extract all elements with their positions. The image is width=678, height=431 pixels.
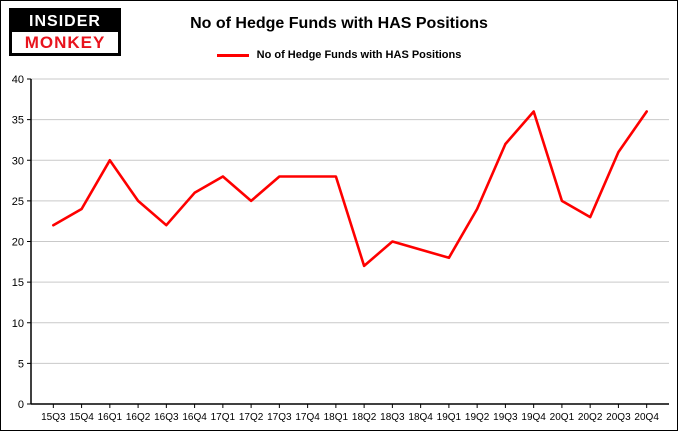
line-chart-svg: 0 5 10 15 20 25 30 35 40 15Q3 15Q4 16Q1 16Q2 16Q3 16Q4… — [12, 74, 669, 423]
line-chart: 0 5 10 15 20 25 30 35 40 15Q3 15Q4 16Q1 16Q2 16Q3 16Q4… — [1, 73, 677, 430]
svg-text:25: 25 — [12, 196, 24, 208]
svg-text:16Q3: 16Q3 — [154, 412, 179, 423]
chart-legend: No of Hedge Funds with HAS Positions — [1, 49, 677, 61]
svg-text:16Q4: 16Q4 — [182, 412, 207, 423]
legend-label: No of Hedge Funds with HAS Positions — [256, 49, 462, 61]
svg-text:17Q1: 17Q1 — [211, 412, 236, 423]
y-axis-labels: 0 5 10 15 20 25 30 35 40 — [12, 74, 24, 411]
svg-text:40: 40 — [12, 74, 24, 86]
axes — [30, 79, 669, 405]
svg-text:15Q3: 15Q3 — [41, 412, 66, 423]
svg-text:20Q3: 20Q3 — [606, 412, 631, 423]
svg-text:15Q4: 15Q4 — [69, 412, 94, 423]
svg-text:15: 15 — [12, 277, 24, 289]
svg-text:19Q1: 19Q1 — [437, 412, 462, 423]
svg-text:20Q2: 20Q2 — [578, 412, 603, 423]
svg-text:20Q1: 20Q1 — [550, 412, 575, 423]
svg-text:5: 5 — [18, 358, 24, 370]
logo-line-insider: INSIDER — [12, 11, 118, 32]
svg-text:18Q1: 18Q1 — [324, 412, 349, 423]
chart-header: INSIDER MONKEY No of Hedge Funds with HA… — [1, 1, 677, 73]
svg-text:30: 30 — [12, 155, 24, 167]
legend-line-swatch-icon — [216, 53, 249, 57]
svg-text:10: 10 — [12, 318, 24, 330]
svg-text:17Q4: 17Q4 — [295, 412, 320, 423]
svg-text:0: 0 — [18, 399, 24, 411]
svg-text:17Q3: 17Q3 — [267, 412, 292, 423]
svg-text:19Q3: 19Q3 — [493, 412, 518, 423]
svg-text:16Q1: 16Q1 — [98, 412, 123, 423]
series-line — [51, 110, 649, 268]
svg-text:19Q4: 19Q4 — [521, 412, 546, 423]
svg-text:20Q4: 20Q4 — [634, 412, 659, 423]
insider-monkey-logo: INSIDER MONKEY — [9, 8, 121, 56]
x-axis-labels: 15Q3 15Q4 16Q1 16Q2 16Q3 16Q4 17Q1 17Q2 17Q3 17Q4… — [41, 404, 659, 423]
svg-text:17Q2: 17Q2 — [239, 412, 264, 423]
logo-line-monkey: MONKEY — [12, 32, 118, 53]
svg-text:20: 20 — [12, 237, 24, 249]
gridlines — [27, 78, 669, 405]
svg-text:35: 35 — [12, 115, 24, 127]
svg-text:19Q2: 19Q2 — [465, 412, 490, 423]
chart-title: No of Hedge Funds with HAS Positions — [190, 15, 488, 32]
svg-text:18Q3: 18Q3 — [380, 412, 405, 423]
svg-text:18Q2: 18Q2 — [352, 412, 377, 423]
svg-text:16Q2: 16Q2 — [126, 412, 151, 423]
svg-text:18Q4: 18Q4 — [408, 412, 433, 423]
